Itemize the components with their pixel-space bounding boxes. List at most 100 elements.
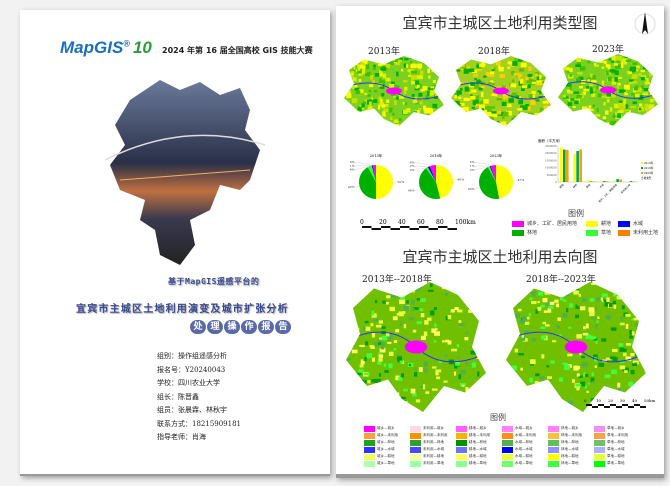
- legend-label: 耕地—水域: [469, 447, 487, 451]
- legend-swatch: [594, 453, 605, 460]
- legend-swatch: [364, 453, 375, 460]
- mapgis-logo: MapGIS® 10: [60, 38, 152, 57]
- flow-legend-item: 林地—水域: [548, 446, 594, 453]
- period-label-1: 2013年--2018年: [362, 275, 432, 285]
- bar: [566, 149, 569, 182]
- legend-item: 未利用土地: [618, 229, 664, 236]
- maps-and-charts: 2013年50%3%1%4%42%2018年46%6%2%2%44%2023年4…: [344, 54, 658, 412]
- legend-swatch: [594, 446, 605, 453]
- info-school: 学校：四川农业大学: [157, 379, 220, 387]
- bar: [560, 147, 563, 182]
- legend-item: 城乡、工矿、居民用地: [512, 220, 586, 227]
- report-subtitle: 基于MapGIS遥感平台的: [168, 277, 260, 286]
- scale-label: 0: [584, 398, 587, 403]
- scale-label: 0: [360, 219, 364, 226]
- legend-swatch: [618, 229, 630, 236]
- flow-legend-item: 耕地—未利用: [456, 432, 502, 439]
- legend-label: 水域—未利用: [515, 433, 536, 437]
- flow-legend-item: 草地—耕地: [594, 453, 640, 460]
- x-tick-label: 未利用土地: [620, 183, 632, 195]
- y-tick-label: 1000000: [545, 166, 557, 170]
- info-leader: 组长：陈晋鑫: [157, 392, 199, 401]
- legend-label: 草地—水域: [607, 447, 625, 451]
- pie-slice: [429, 165, 436, 182]
- land-use-legend: 城乡、工矿、居民用地 耕地 水域 林地 草地 未利用土地: [512, 220, 664, 236]
- scale-label: 30: [620, 398, 626, 403]
- pie-slice: [358, 167, 376, 199]
- scale-label: 50km: [644, 398, 656, 403]
- pie-label: 47%: [518, 178, 525, 182]
- legend-item: 草地: [586, 229, 618, 236]
- legend-swatch: [548, 460, 559, 467]
- legend-label: 耕地—草地: [469, 461, 487, 465]
- legend-label: 未利用—林地: [423, 440, 444, 444]
- flow-legend-item: 林地—林地: [548, 439, 594, 446]
- flow-legend-item: 耕地—草地: [456, 460, 502, 467]
- bar-ylabel: 面积（平方米）: [538, 138, 563, 143]
- legend-title-2: 图例: [490, 413, 506, 422]
- legend-swatch: [618, 220, 630, 227]
- legend-label: 耕地: [601, 221, 612, 227]
- flow-legend-item: 未利用—未利用: [410, 432, 456, 439]
- info-advisor: 指导老师：肖海: [157, 433, 206, 441]
- bar: [592, 181, 596, 182]
- map-2013: [344, 56, 444, 126]
- bar-legend-label: 2018年: [644, 166, 654, 170]
- city-photo-map-silhouette: [104, 80, 266, 265]
- y-tick-label: 2000000: [545, 151, 557, 155]
- legend-label: 水域—城乡: [515, 426, 533, 430]
- year-label-2018: 2018年: [478, 47, 510, 57]
- north-arrow-icon: [634, 12, 656, 35]
- legend-label: 未利用—水域: [423, 447, 444, 451]
- pie-slice: [376, 165, 393, 199]
- flow-legend-item: 水域—耕地: [502, 453, 548, 460]
- legend-label: 未利用—未利用: [423, 433, 448, 437]
- legend-label: 水域: [633, 221, 644, 227]
- land-use-flow-title: 宜宾市主城区土地利用去向图: [402, 248, 598, 266]
- y-tick-label: 500000: [547, 173, 557, 177]
- flow-legend-item: 未利用—耕地: [410, 453, 456, 460]
- flow-legend-item: 草地—未利用: [594, 432, 640, 439]
- legend-label: 草地—草地: [607, 461, 625, 465]
- map-poster-page: 宜宾市主城区土地利用类型图 2013年 2018年 2023年 2013年 50%…: [336, 6, 664, 478]
- legend-label: 耕地—耕地: [469, 454, 487, 458]
- scale-label: 40: [398, 219, 406, 226]
- flow-legend-item: 林地—城乡: [548, 425, 594, 432]
- flow-legend-item: 城乡—城乡: [364, 425, 410, 432]
- legend-swatch: [512, 220, 524, 227]
- flow-legend-item: 草地—林地: [594, 439, 640, 446]
- flow-legend-item: 草地—城乡: [594, 425, 640, 432]
- flow-legend-item: 耕地—城乡: [456, 425, 502, 432]
- legend-label: 水域—草地: [515, 461, 533, 465]
- legend-label: 城乡—水域: [377, 447, 395, 451]
- bar: [563, 149, 566, 182]
- info-registration: 报名号：Y20240043: [157, 365, 226, 374]
- flow-legend-item: 未利用—水域: [410, 446, 456, 453]
- flow-legend-item: 城乡—水域: [364, 446, 410, 453]
- legend-swatch: [410, 453, 421, 460]
- legend-label: 林地—耕地: [561, 454, 579, 458]
- bar: [600, 181, 603, 182]
- flow-legend-item: 水域—林地: [502, 439, 548, 446]
- info-group: 组别：操作组遥感分析: [157, 352, 227, 360]
- pie-label: 2%: [410, 168, 415, 172]
- bar: [579, 149, 582, 182]
- pie-label: 44%: [408, 189, 415, 193]
- flow-legend-item: 林地—耕地: [548, 453, 594, 460]
- pie-slice: [478, 167, 500, 200]
- legend-swatch: [594, 439, 605, 446]
- bar-legend-label: 土地类型: [641, 176, 652, 180]
- legend-swatch: [502, 432, 513, 439]
- contest-title: 2024 年第 16 届全国高校 GIS 技能大赛: [162, 46, 313, 55]
- bar-legend-label: 2013年: [644, 161, 654, 165]
- pie-label: 1%: [470, 164, 475, 168]
- legend-swatch: [364, 460, 375, 467]
- legend-swatch: [548, 446, 559, 453]
- scale-label: 40: [632, 398, 638, 403]
- flow-legend-item: 水域—未利用: [502, 432, 548, 439]
- pie-label: 5%: [470, 160, 475, 164]
- legend-label: 林地—未利用: [561, 433, 582, 437]
- bar-legend-swatch: [641, 172, 643, 174]
- legend-swatch: [364, 439, 375, 446]
- bar-legend-label: 2023年: [644, 171, 654, 175]
